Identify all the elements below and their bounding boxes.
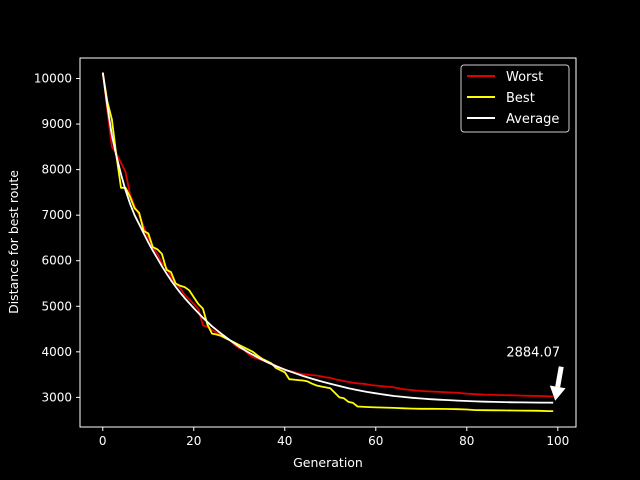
series-line-best [101,72,554,412]
x-tick-label: 100 [546,434,569,448]
legend-label-worst: Worst [506,70,543,85]
legend: Worst Best Average [460,64,570,133]
x-tick-label: 40 [277,434,292,448]
x-tick-label: 0 [99,434,107,448]
annotation-label: 2884.07 [506,346,560,361]
series-layer [101,72,554,412]
legend-label-average: Average [506,112,559,127]
x-axis-ticks: 0 20 40 60 80 100 [99,427,569,448]
y-tick-label: 9000 [41,117,72,131]
y-tick-label: 10000 [34,72,72,86]
x-axis-label: Generation [293,455,363,470]
x-tick-label: 60 [368,434,383,448]
y-tick-label: 4000 [41,345,72,359]
y-tick-label: 8000 [41,163,72,177]
legend-box [460,64,570,133]
axes-layer [79,57,577,428]
plot-frame [79,57,577,428]
y-axis-ticks: 3000 4000 5000 6000 7000 8000 9000 10000 [34,72,80,404]
y-tick-label: 5000 [41,299,72,313]
series-line-worst [101,72,554,398]
y-tick-label: 3000 [41,390,72,404]
legend-label-best: Best [506,91,535,106]
series-line-average [101,72,554,404]
annotation-layer: 2884.07 [506,346,566,401]
y-axis-label: Distance for best route [6,170,21,314]
x-tick-label: 80 [459,434,474,448]
y-tick-label: 6000 [41,254,72,268]
x-tick-label: 20 [186,434,201,448]
y-tick-label: 7000 [41,208,72,222]
annotation-arrow-shaft [555,366,564,388]
annotation-arrow-head [549,385,566,401]
